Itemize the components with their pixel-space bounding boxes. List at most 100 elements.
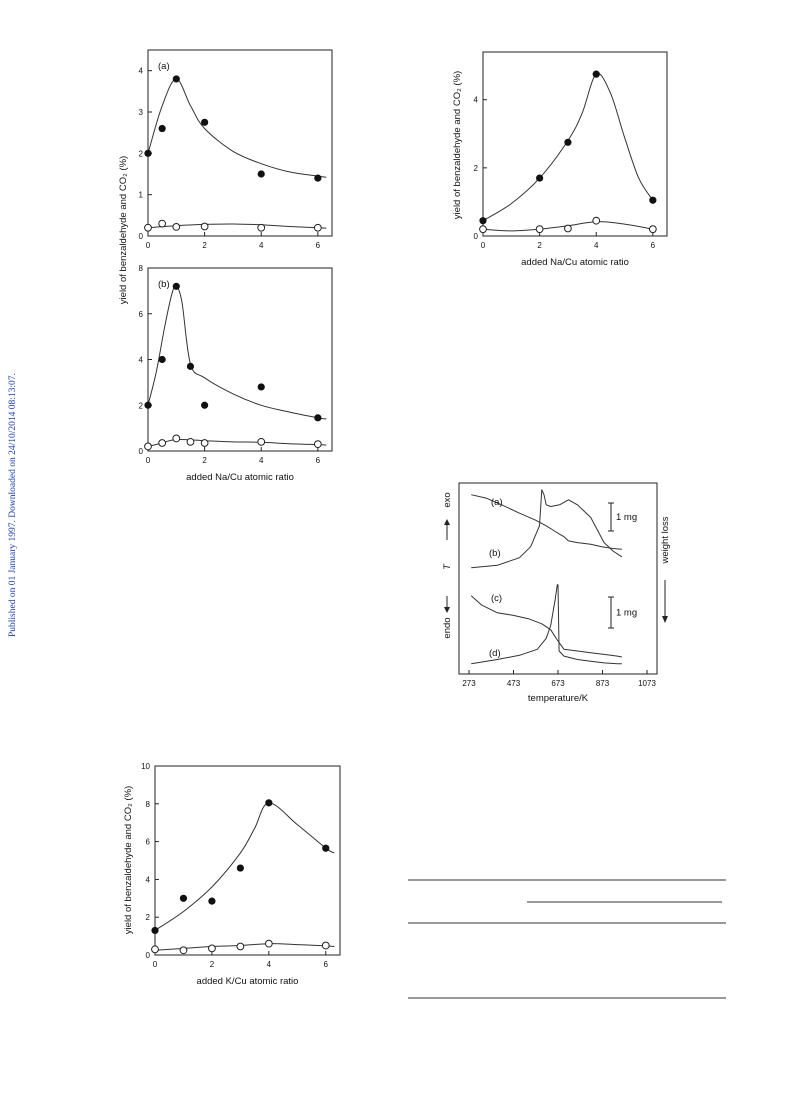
thermal-analysis-chart: 273 473 673 873 1073 temperature/K (a) (b) (c) (d… [442, 482, 671, 704]
x-tick-label: 873 [596, 679, 610, 688]
data-point-open [200, 439, 209, 447]
x-tick-label: 1073 [638, 679, 656, 688]
plot-frame [482, 51, 668, 237]
data-point-open [158, 219, 167, 228]
fit-curve-filled-series [482, 73, 654, 222]
data-point-open [208, 944, 216, 953]
data-point-open [592, 216, 601, 225]
exo-arrowhead [444, 519, 450, 525]
fit-curve-open-series [147, 439, 327, 447]
data-point-open [321, 941, 330, 950]
data-point-filled [144, 401, 152, 409]
y-tick-label: 6 [146, 838, 151, 847]
exo-label: exo [442, 492, 453, 507]
y-tick-label: 4 [139, 356, 144, 365]
x-tick-label: 673 [551, 679, 565, 688]
data-point-open [313, 223, 322, 232]
x-tick-label: 2 [202, 241, 207, 250]
x-axis-label: added K/Cu atomic ratio [197, 976, 299, 987]
panel-label: (b) [158, 279, 170, 290]
plot-frame [147, 49, 333, 237]
x-tick-label: 473 [507, 679, 521, 688]
scatter-chart-0: 0 2 4 6 0 1 2 3 4 (a) yield of benzaldehyde and CO… [118, 49, 333, 304]
y-tick-label: 0 [139, 447, 144, 456]
temperature-symbol-label: T [442, 563, 453, 570]
fit-curve-filled-series [147, 285, 327, 420]
scatter-chart-4: 0 2 4 6 0 2 4 6 8 10 added K/Cu atomic ratio yield … [123, 762, 341, 987]
data-point-open [564, 224, 572, 233]
x-tick-label: 0 [481, 241, 486, 250]
data-point-open [144, 442, 152, 451]
data-point-filled [257, 170, 265, 178]
x-tick-label: 0 [146, 456, 151, 465]
data-point-open [186, 437, 195, 446]
y-tick-label: 4 [139, 67, 144, 76]
y-tick-label: 4 [146, 875, 151, 884]
data-point-filled [172, 282, 180, 290]
data-point-filled [208, 897, 216, 905]
data-point-filled [172, 75, 180, 83]
data-point-filled [536, 174, 544, 182]
x-tick-label: 4 [259, 241, 264, 250]
table-rules [408, 879, 726, 999]
x-tick-label: 4 [267, 960, 272, 969]
data-point-filled [257, 383, 265, 391]
plot-frame [154, 765, 341, 956]
data-point-filled [201, 401, 209, 409]
endo-arrowhead [444, 607, 450, 613]
data-point-open [535, 225, 544, 234]
x-tick-label: 4 [259, 456, 264, 465]
data-point-filled [144, 149, 152, 157]
y-tick-label: 6 [139, 310, 144, 319]
data-point-open [158, 439, 167, 447]
data-point-open [479, 225, 487, 234]
thermal-curve-c [470, 595, 622, 658]
data-point-open [179, 946, 188, 955]
x-tick-label: 6 [324, 960, 329, 969]
data-point-open [172, 434, 181, 443]
y-tick-label: 2 [146, 913, 151, 922]
y-tick-label: 8 [146, 800, 151, 809]
endo-label: endo [442, 617, 453, 638]
thermal-curve-a [471, 494, 622, 550]
y-axis-label: yield of benzaldehyde and CO₂ (%) [123, 786, 134, 934]
data-point-open [200, 222, 209, 231]
data-point-filled [179, 894, 188, 902]
x-axis-label: added Na/Cu atomic ratio [521, 257, 629, 268]
data-point-open [144, 223, 152, 232]
x-tick-label: 0 [146, 241, 151, 250]
x-axis-label: temperature/K [528, 693, 589, 704]
scale-label: 1 mg [616, 608, 637, 619]
data-point-open [257, 437, 266, 446]
x-tick-label: 2 [537, 241, 542, 250]
y-tick-label: 2 [139, 149, 144, 158]
y-tick-label: 2 [139, 401, 144, 410]
x-tick-label: 2 [202, 456, 207, 465]
thermal-curve-d [471, 584, 622, 665]
plot-frame [147, 267, 333, 452]
data-point-open [264, 939, 273, 948]
data-point-filled [158, 124, 166, 133]
x-tick-label: 0 [153, 960, 158, 969]
y-axis-label: yield of benzaldehyde and CO₂ (%) [118, 156, 129, 304]
data-point-filled [265, 799, 273, 807]
data-point-filled [236, 864, 244, 872]
scale-label: 1 mg [616, 512, 637, 523]
curve-label: (b) [489, 548, 501, 559]
data-point-open [236, 942, 245, 951]
panel-label: (a) [158, 61, 170, 72]
y-tick-label: 0 [474, 232, 479, 241]
data-point-filled [592, 70, 600, 78]
thermal-curve-b [471, 489, 623, 569]
data-point-filled [649, 196, 657, 204]
y-tick-label: 8 [139, 264, 144, 273]
y-tick-label: 1 [139, 191, 144, 200]
data-point-filled [314, 414, 322, 422]
data-point-filled [479, 217, 487, 225]
scatter-chart-1: 0 2 4 6 0 2 4 6 8 (b) added Na/Cu atomic ratio [139, 264, 333, 483]
y-tick-label: 4 [474, 96, 479, 105]
data-point-open [257, 223, 266, 232]
data-point-filled [201, 118, 209, 126]
x-tick-label: 6 [316, 241, 321, 250]
